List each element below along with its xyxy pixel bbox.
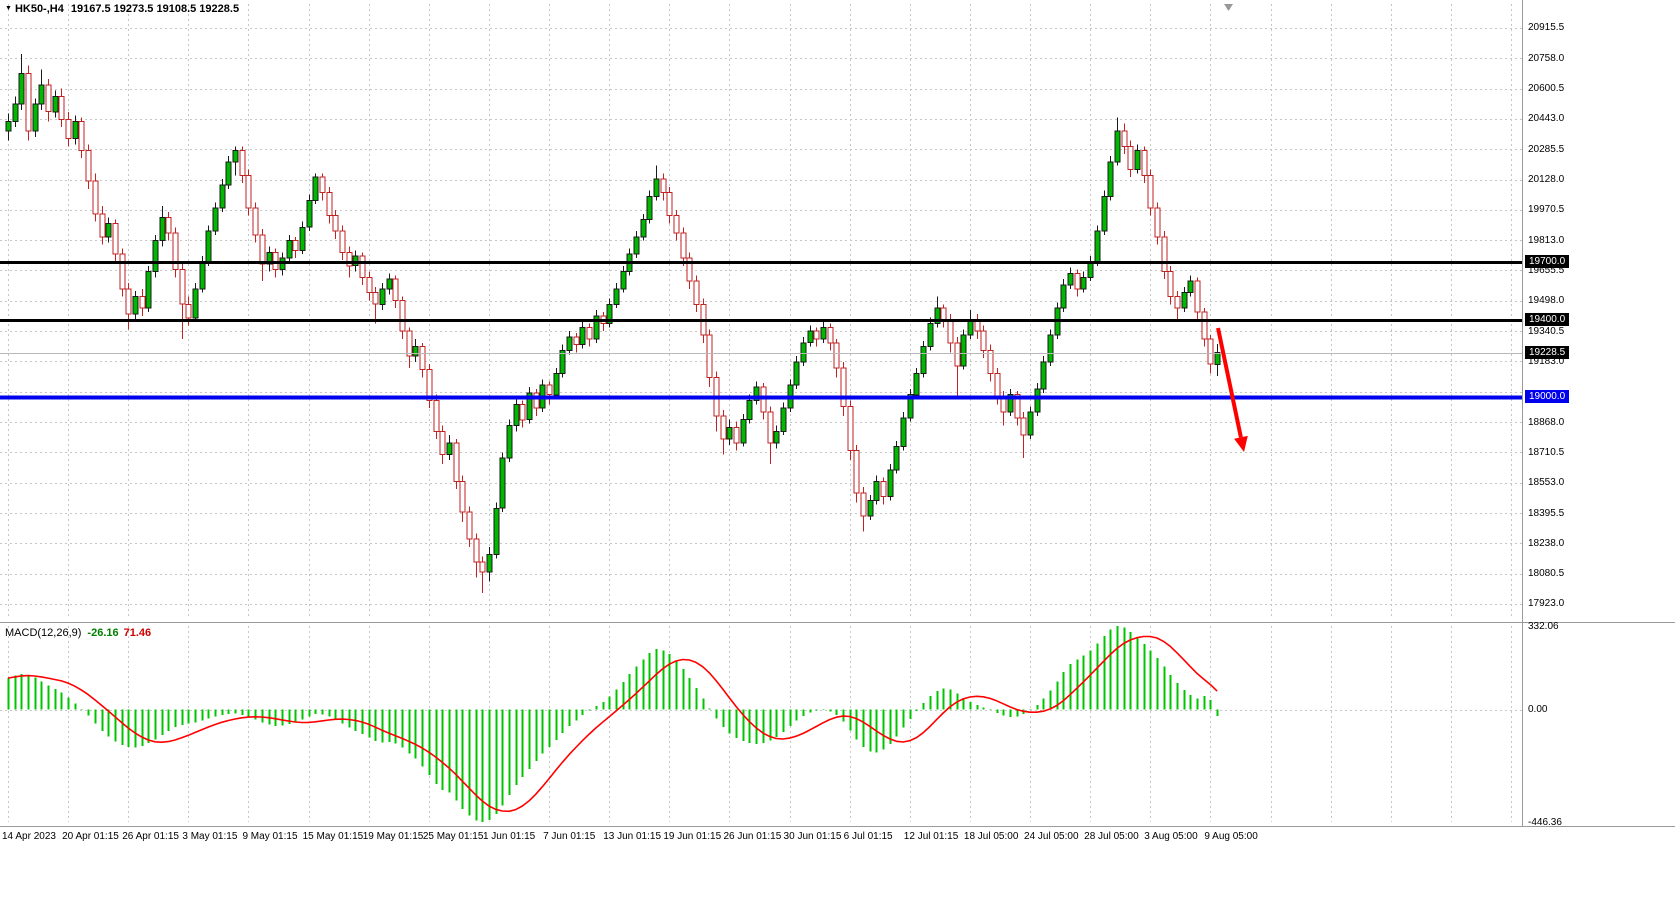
macd-indicator-label: MACD(12,26,9) [5,627,82,639]
macd-signal-line [7,635,1218,813]
price-axis[interactable] [1522,0,1675,826]
macd-panel-header: MACD(12,26,9) -26.16 71.46 [5,627,151,639]
ohlc-values: 19167.5 19273.5 19108.5 19228.5 [70,3,240,15]
time-axis[interactable] [0,826,1675,850]
horizontal-level-lines[interactable] [0,261,1522,400]
symbol-timeframe-label: HK50-,H4 [14,3,64,15]
chart-shift-marker-icon [1224,4,1233,11]
gridlines [0,4,1522,822]
macd-signal-value: 71.46 [123,627,152,639]
chart-header: ▼ HK50-,H4 19167.5 19273.5 19108.5 19228.5 [5,3,239,15]
macd-main-value: -26.16 [87,627,119,639]
bearish-trend-arrow[interactable] [1216,327,1248,452]
symbol-dropdown-icon[interactable]: ▼ [5,5,12,12]
macd-histogram [7,626,1219,822]
pane-separators [0,0,1675,827]
candlesticks [5,54,1221,593]
